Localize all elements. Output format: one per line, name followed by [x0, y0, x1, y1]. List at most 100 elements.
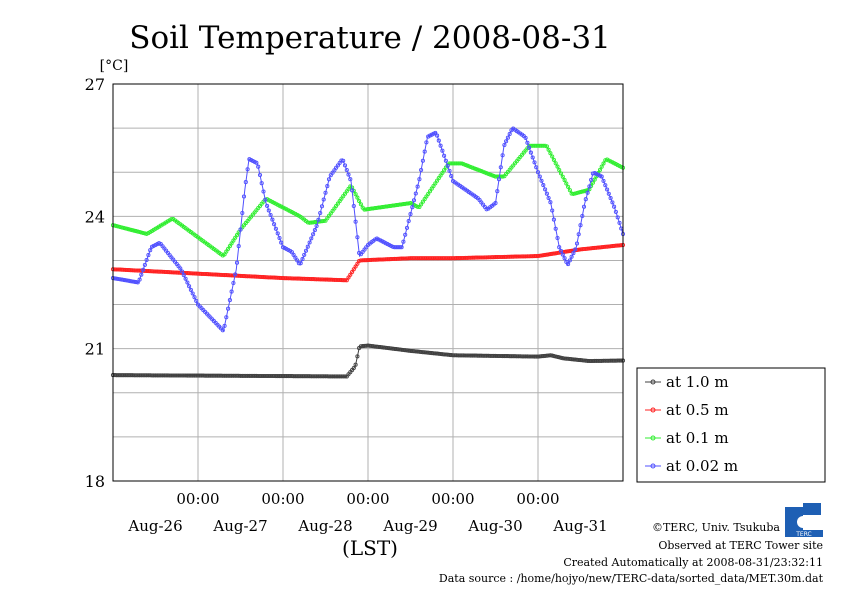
data-point: [305, 244, 310, 249]
data-point: [420, 199, 425, 204]
data-point: [599, 164, 604, 169]
data-point: [192, 295, 197, 300]
data-point: [419, 202, 424, 207]
data-point: [528, 150, 533, 155]
data-point: [553, 354, 558, 359]
data-point: [401, 239, 406, 244]
data-point: [440, 148, 445, 153]
data-point: [574, 241, 580, 246]
data-point: [564, 181, 569, 186]
x-tick-date-label: Aug-29: [382, 517, 437, 535]
chart-title: Soil Temperature / 2008-08-31: [129, 20, 611, 56]
data-point: [576, 190, 581, 195]
data-point: [541, 143, 546, 148]
data-point: [137, 277, 142, 282]
data-point: [442, 168, 447, 173]
data-point: [578, 223, 583, 228]
data-point: [323, 190, 328, 195]
data-point: [427, 189, 433, 194]
data-point: [527, 145, 532, 150]
data-point: [555, 354, 560, 359]
data-point: [601, 178, 606, 183]
data-point: [548, 151, 553, 156]
data-point: [180, 269, 185, 274]
data-point: [241, 194, 247, 199]
data-point: [541, 253, 546, 258]
data-point: [543, 143, 548, 148]
data-point: [605, 187, 610, 192]
data-point: [240, 210, 245, 216]
data-point: [424, 194, 429, 199]
data-point: [256, 164, 261, 169]
data-point: [550, 154, 555, 159]
data-point: [534, 165, 539, 170]
data-point: [194, 298, 199, 303]
data-point: [364, 207, 369, 212]
data-point: [500, 174, 505, 179]
data-point: [231, 280, 236, 286]
y-tick-label: 21: [85, 340, 105, 359]
x-tick-date-label: Aug-28: [297, 517, 352, 535]
data-point: [555, 235, 560, 241]
data-point: [132, 228, 137, 233]
footer-source: Data source : /home/hojyo/new/TERC-data/…: [439, 572, 824, 585]
data-point: [238, 227, 243, 232]
data-point: [321, 197, 326, 202]
data-point: [222, 252, 227, 257]
data-point: [307, 240, 312, 245]
data-point: [268, 212, 273, 218]
data-point: [550, 208, 555, 213]
data-point: [222, 323, 227, 328]
data-point: [558, 171, 564, 176]
data-point: [443, 158, 448, 163]
data-point: [321, 218, 326, 224]
data-point: [312, 228, 317, 233]
data-point: [181, 273, 186, 278]
data-point: [316, 217, 321, 222]
data-point: [357, 258, 362, 264]
data-point: [580, 213, 585, 219]
footer-observed: Observed at TERC Tower site: [658, 539, 823, 552]
data-point: [473, 167, 479, 172]
data-point: [612, 204, 617, 209]
data-point: [617, 220, 622, 225]
data-point: [351, 365, 356, 371]
data-point: [303, 248, 309, 253]
data-point: [567, 188, 572, 193]
data-point: [495, 189, 500, 194]
data-point: [135, 280, 140, 285]
data-point: [344, 167, 349, 173]
data-point: [564, 249, 569, 254]
x-axis-label: (LST): [342, 536, 398, 560]
data-point: [558, 248, 564, 253]
data-point: [603, 183, 608, 188]
data-point: [224, 249, 229, 254]
data-point: [404, 225, 410, 230]
legend-label: at 0.02 m: [666, 457, 738, 475]
data-point: [351, 267, 356, 272]
data-point: [420, 158, 425, 163]
data-point: [397, 245, 402, 250]
data-point: [415, 204, 420, 209]
data-point: [116, 276, 121, 282]
plot-frame: [112, 83, 624, 482]
data-point: [388, 346, 394, 351]
data-point: [178, 266, 183, 271]
data-point: [348, 272, 353, 277]
data-point: [296, 261, 301, 266]
data-point: [135, 229, 140, 234]
data-point: [254, 160, 259, 165]
data-point: [243, 180, 248, 185]
data-point: [553, 226, 558, 231]
data-point: [187, 284, 192, 289]
x-axis: 00:00 00:00 00:00 00:00 00:00 Aug-26 Aug-27 Aug…: [127, 490, 607, 535]
data-point: [266, 208, 271, 213]
series-at-1-0-m: [110, 343, 626, 379]
grid: [113, 84, 623, 481]
data-point: [188, 287, 193, 292]
data-point: [311, 232, 316, 237]
data-point: [353, 219, 358, 224]
data-point: [309, 220, 314, 225]
data-point: [544, 144, 549, 149]
data-point: [381, 204, 386, 209]
